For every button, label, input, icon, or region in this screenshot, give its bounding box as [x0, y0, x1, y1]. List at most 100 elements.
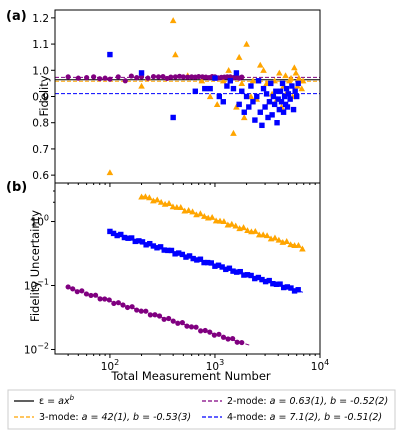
point-a-3-mode-7: [206, 93, 214, 100]
point-b-2-mode-2: [74, 289, 80, 295]
point-b-4-mode-9: [139, 239, 146, 245]
point-a-3-mode-30: [282, 72, 289, 79]
y-axis-label-a: Fidelity: [37, 75, 51, 116]
point-a-4-mode-1: [138, 70, 145, 76]
point-a-2-mode-0: [65, 74, 71, 80]
point-b-2-mode-13: [124, 304, 131, 311]
point-b-3-mode-10: [177, 204, 185, 210]
x-tick-label-1-exp: 3: [219, 358, 224, 367]
point-a-4-mode-16: [243, 93, 250, 100]
point-a-2-mode-2: [84, 75, 90, 81]
point-a-2-mode-14: [155, 74, 162, 80]
point-b-2-mode-23: [170, 318, 176, 324]
y-tick-label-a-3: 0.9: [32, 92, 49, 104]
point-b-2-mode-38: [239, 339, 245, 346]
point-b-3-mode-7: [165, 200, 173, 206]
point-b-3-mode-38: [287, 241, 294, 248]
point-a-3-mode-27: [276, 69, 283, 76]
point-b-2-mode-27: [188, 324, 195, 330]
point-a-3-mode-41: [299, 77, 307, 84]
point-b-4-mode-16: [165, 247, 171, 254]
legend-label-2-mode: 2-mode: a = 0.63(1), b = -0.52(2): [227, 396, 388, 407]
x-tick-label-0-exp: 2: [114, 358, 119, 367]
uncertainty-panel: Fidelity Uncertainty Total Measurement N…: [24, 182, 329, 383]
point-b-3-mode-12: [185, 207, 192, 213]
point-b-2-mode-10: [111, 300, 117, 307]
legend: ε = axb 2-mode: a = 0.63(1), b = -0.52(2)…: [7, 389, 396, 430]
y-tick-label-b-0: 10−2: [24, 341, 49, 356]
y-tick-label-b-2-base: 10: [31, 217, 44, 229]
y-tick-label-a-4: 1.0: [32, 65, 49, 77]
point-b-4-mode-48: [281, 284, 287, 291]
x-tick-label-1: 103: [206, 358, 224, 373]
point-b-3-mode-23: [228, 220, 236, 227]
point-a-4-mode-49: [290, 106, 297, 113]
point-b-3-mode-24: [232, 222, 240, 229]
point-a-4-mode-24: [259, 122, 265, 129]
point-b-4-mode-50: [288, 285, 294, 291]
point-b-4-mode-29: [212, 263, 218, 269]
point-b-4-mode-15: [161, 247, 167, 253]
point-b-2-mode-11: [115, 300, 121, 306]
point-a-2-mode-15: [160, 73, 166, 80]
point-a-3-mode-9: [219, 77, 227, 84]
point-b-4-mode-1: [110, 230, 117, 237]
point-a-3-mode-13: [235, 53, 243, 60]
point-a-4-mode-6: [212, 75, 218, 81]
point-a-4-mode-22: [255, 78, 262, 84]
point-a-2-mode-21: [185, 74, 191, 80]
point-b-4-mode-2: [114, 232, 120, 239]
point-a-4-mode-51: [293, 93, 300, 100]
point-b-4-mode-3: [118, 231, 124, 238]
point-b-4-mode-7: [132, 238, 138, 245]
point-b-4-mode-27: [204, 259, 211, 266]
point-a-3-mode-40: [298, 85, 306, 92]
point-b-4-mode-0: [107, 228, 113, 235]
point-b-3-mode-2: [146, 194, 153, 201]
point-a-4-mode-13: [236, 101, 242, 108]
point-a-2-mode-17: [168, 74, 174, 80]
point-b-4-mode-28: [208, 260, 214, 266]
point-a-4-mode-39: [278, 99, 285, 105]
point-a-4-mode-33: [271, 101, 278, 108]
point-a-2-mode-24: [196, 73, 202, 80]
point-b-3-mode-13: [189, 208, 196, 215]
point-b-2-mode-15: [134, 307, 140, 313]
point-a-4-mode-37: [276, 106, 283, 113]
legend-label-3-mode: 3-mode: a = 42(1), b = -0.53(3): [39, 412, 191, 423]
point-b-3-mode-8: [169, 203, 177, 210]
point-a-3-mode-21: [260, 66, 267, 73]
point-b-4-mode-8: [136, 238, 142, 244]
point-a-4-mode-10: [227, 78, 234, 84]
point-b-2-mode-19: [152, 312, 158, 318]
point-b-2-mode-22: [166, 315, 172, 322]
point-a-4-mode-28: [265, 114, 271, 121]
point-a-2-mode-12: [145, 75, 151, 81]
point-a-2-mode-19: [176, 73, 183, 79]
point-a-3-mode-33: [287, 74, 295, 81]
y-tick-label-a-2: 0.8: [32, 118, 49, 130]
point-a-3-mode-35: [291, 64, 298, 71]
point-b-2-mode-6: [92, 292, 99, 298]
point-a-4-mode-45: [284, 104, 291, 110]
point-a-3-mode-12: [233, 103, 240, 110]
point-a-4-mode-23: [257, 109, 263, 115]
point-a-4-mode-30: [268, 80, 274, 87]
point-a-2-mode-5: [102, 75, 108, 81]
point-b-4-mode-51: [291, 288, 298, 294]
point-a-4-mode-11: [230, 85, 237, 92]
point-a-3-mode-16: [243, 40, 250, 47]
point-b-4-mode-18: [172, 251, 178, 257]
y-tick-label-b-2: 100: [31, 214, 49, 229]
point-a-4-mode-42: [281, 93, 288, 100]
point-a-4-mode-20: [252, 117, 258, 123]
point-b-2-mode-14: [129, 304, 135, 310]
point-a-4-mode-29: [266, 99, 273, 105]
point-b-2-mode-21: [161, 316, 167, 322]
point-b-4-mode-45: [270, 280, 276, 287]
legend-text-a-3-mode: 3-mode:: [39, 412, 82, 423]
x-tick-label-2: 104: [311, 358, 329, 373]
point-b-4-mode-30: [215, 262, 222, 268]
y-tick-label-a-0: 0.6: [32, 170, 49, 182]
